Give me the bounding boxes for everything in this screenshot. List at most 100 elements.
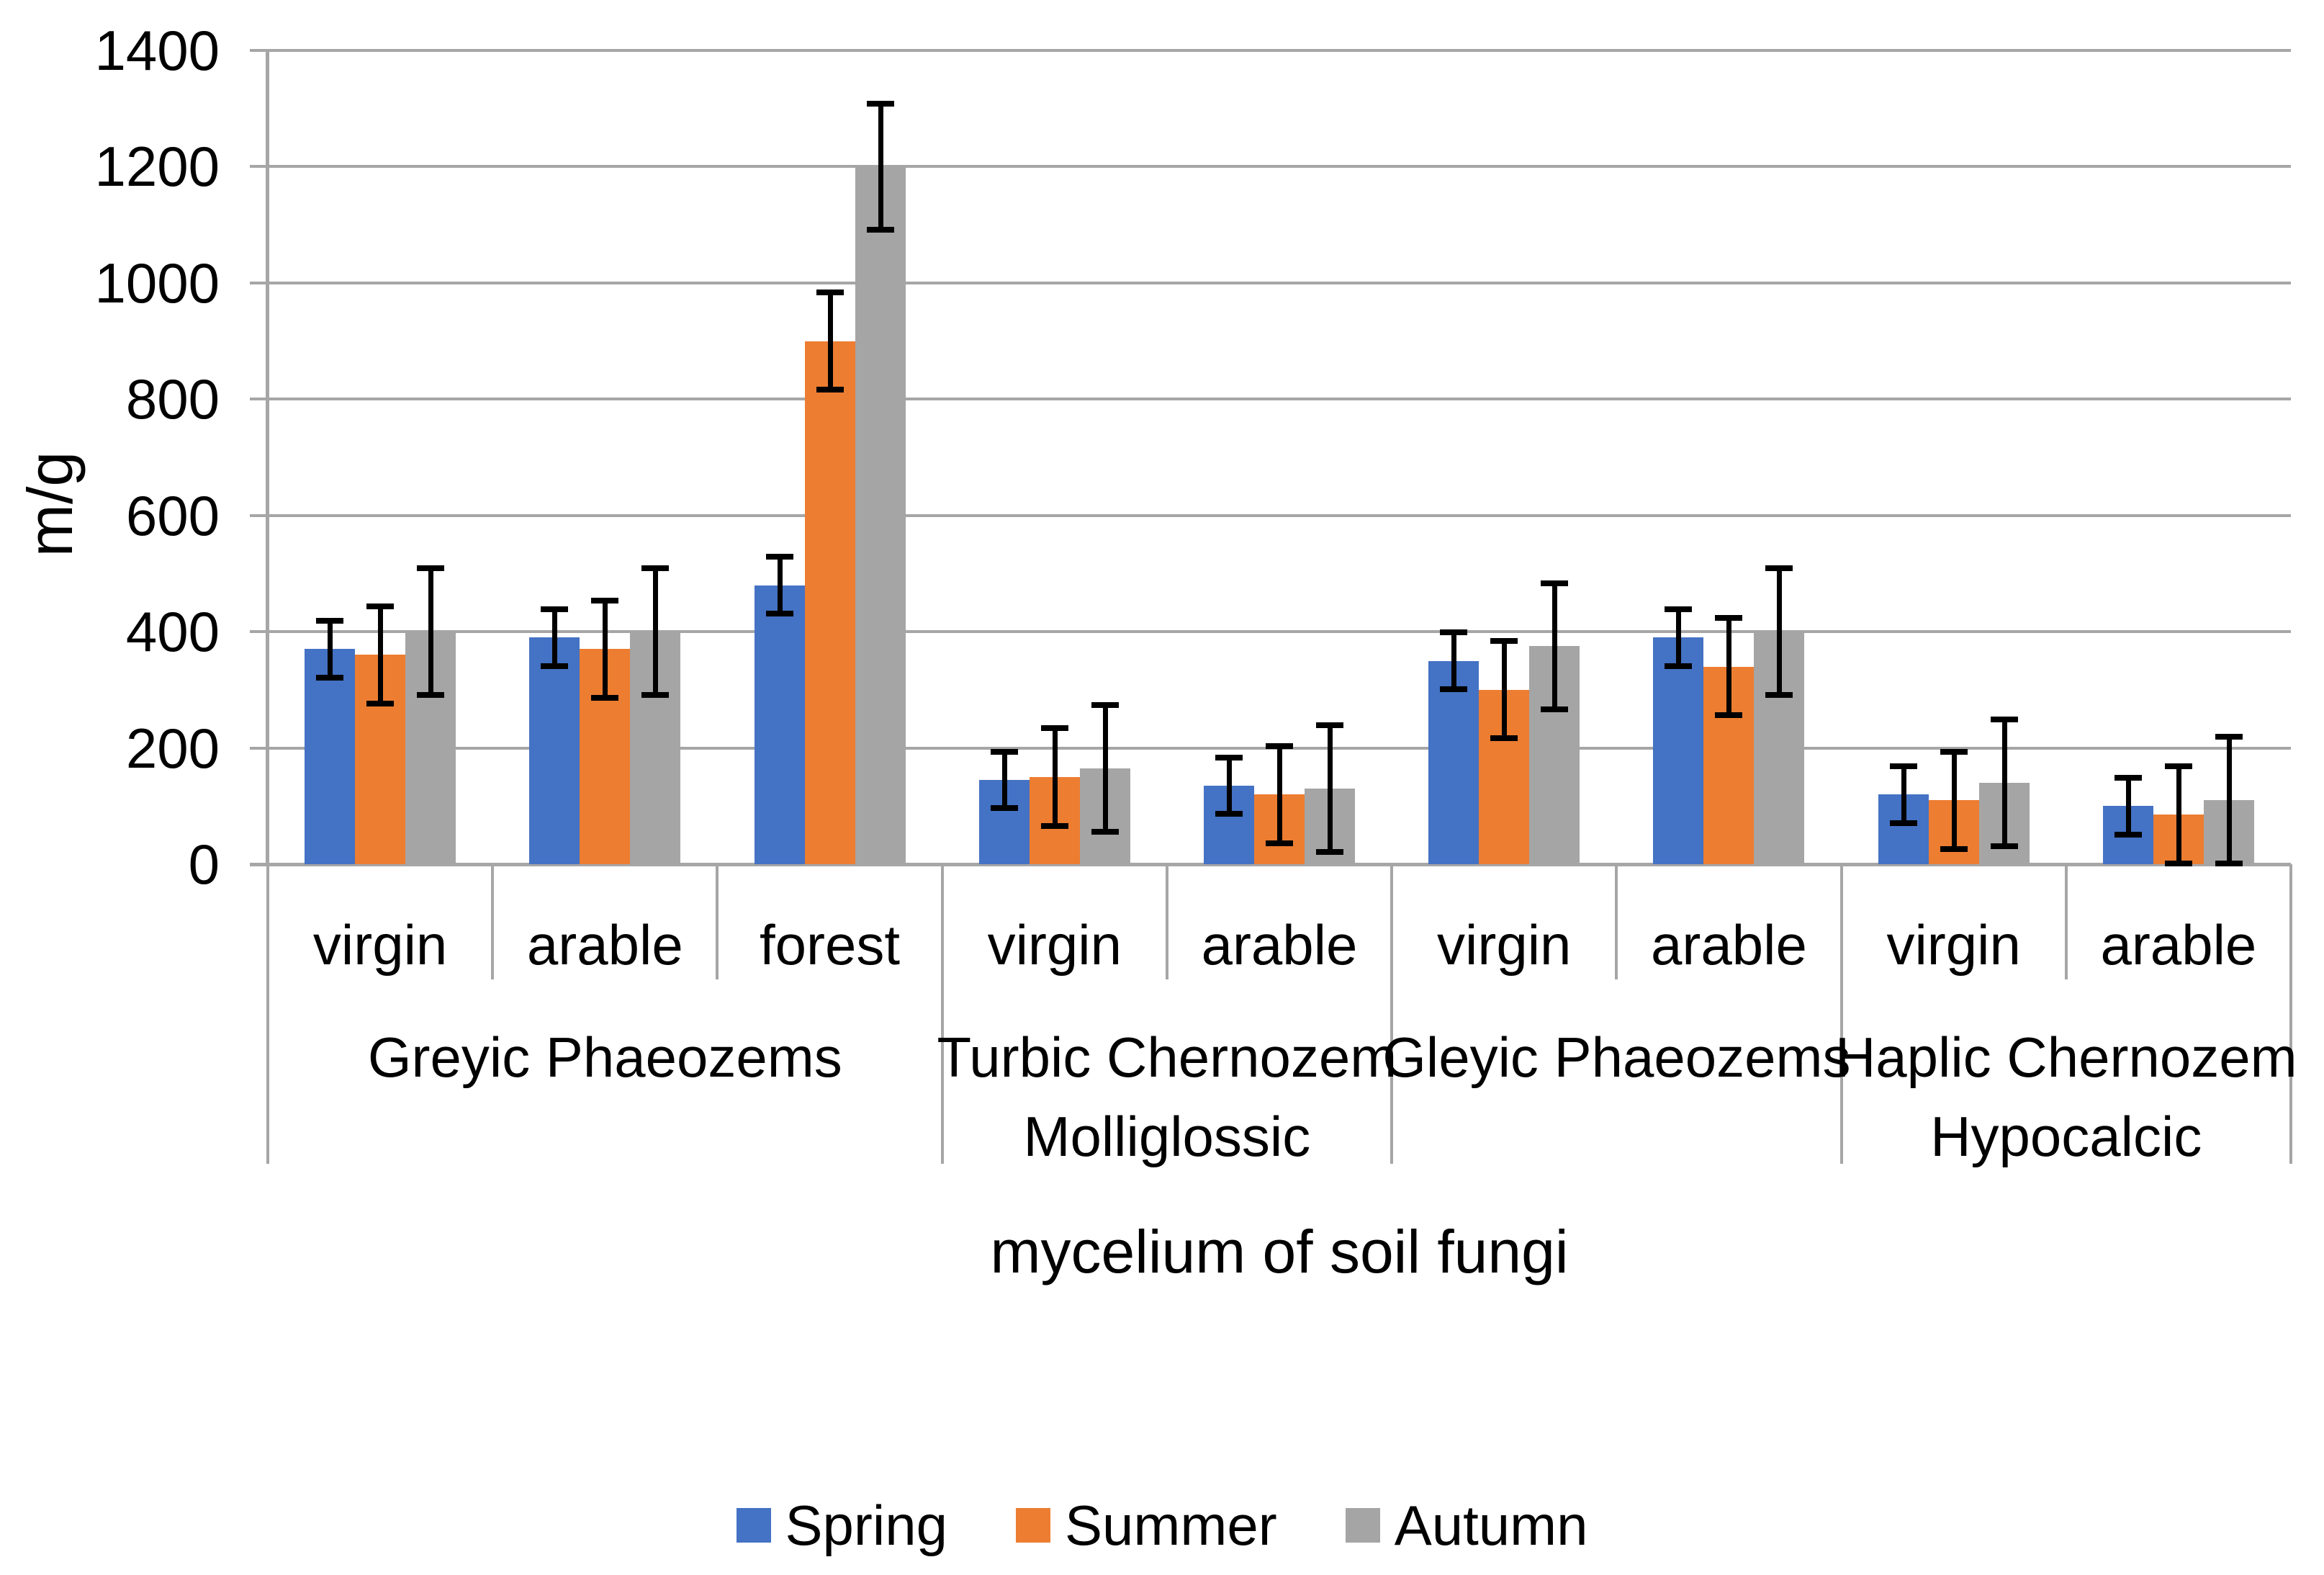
error-bar-cap-top	[1541, 580, 1569, 586]
error-bar-cap-bottom	[366, 701, 395, 707]
error-bar-whisker	[827, 291, 833, 391]
error-bar-cap-top	[866, 100, 894, 107]
error-bar-cap-bottom	[1040, 822, 1068, 829]
category-divider	[1615, 864, 1618, 979]
error-bar-cap-top	[2164, 763, 2192, 769]
error-bar-cap-bottom	[591, 694, 619, 701]
error-bar-whisker	[1277, 745, 1282, 844]
legend-label-summer: Summer	[1064, 1494, 1277, 1557]
error-bar-whisker	[1726, 616, 1732, 717]
y-tick-label: 600	[125, 483, 220, 547]
error-bar-whisker	[378, 605, 384, 705]
bar-spring-arable-1	[529, 637, 580, 864]
error-bar-whisker	[2125, 776, 2131, 835]
error-bar-whisker	[2001, 719, 2007, 847]
error-bar-whisker	[328, 620, 333, 678]
category-label: arable	[1651, 913, 1807, 977]
error-bar-cap-top	[1266, 742, 1293, 749]
error-bar-whisker	[1502, 640, 1508, 740]
y-tick-label: 200	[125, 716, 220, 780]
error-bar-whisker	[1227, 756, 1232, 815]
error-bar-whisker	[1102, 704, 1108, 833]
group-label: Gleyic Phaeozems	[1382, 1026, 1851, 1089]
error-bar-whisker	[2176, 765, 2181, 864]
group-divider	[2289, 864, 2292, 1164]
error-bar-cap-top	[1490, 638, 1518, 645]
error-bar-whisker	[1951, 750, 1957, 850]
legend-item-spring: Spring	[736, 1489, 947, 1561]
error-bar-cap-top	[2114, 774, 2142, 781]
y-axis-title: m/g	[14, 451, 86, 557]
y-tick-label: 1000	[94, 251, 220, 315]
category-divider	[491, 864, 495, 979]
error-bar-cap-top	[990, 748, 1018, 755]
y-tick-label: 400	[125, 600, 220, 664]
error-bar-cap-bottom	[1765, 691, 1793, 698]
y-tick-label: 0	[188, 833, 220, 896]
legend-item-summer: Summer	[1015, 1489, 1277, 1561]
group-divider	[266, 864, 269, 1164]
error-bar-cap-bottom	[1266, 840, 1293, 846]
category-label: forest	[760, 913, 901, 977]
gridline	[250, 165, 2291, 169]
bar-spring-virgin-5	[1428, 660, 1479, 864]
error-bar-cap-bottom	[316, 674, 344, 681]
error-bar-cap-bottom	[1940, 845, 1968, 852]
category-label: arable	[2100, 913, 2257, 977]
error-bar-whisker	[1052, 727, 1058, 827]
error-bar-cap-bottom	[1490, 735, 1518, 742]
category-label: virgin	[312, 913, 448, 977]
gridline	[250, 281, 2291, 284]
error-bar-cap-top	[765, 554, 793, 560]
group-label: Molliglossic	[1023, 1105, 1311, 1168]
legend-swatch-spring	[736, 1508, 771, 1543]
error-bar-whisker	[653, 567, 659, 696]
group-label: Hypocalcic	[1930, 1105, 2202, 1168]
error-bar-whisker	[2226, 736, 2232, 864]
error-bar-cap-bottom	[765, 610, 793, 616]
category-label: virgin	[987, 913, 1122, 977]
error-bar-cap-bottom	[2164, 861, 2192, 866]
legend-label-autumn: Autumn	[1394, 1494, 1588, 1557]
bar-spring-virgin-0	[305, 649, 356, 864]
legend-swatch-autumn	[1345, 1508, 1380, 1543]
error-bar-cap-bottom	[1889, 820, 1917, 826]
legend-item-autumn: Autumn	[1345, 1489, 1588, 1561]
error-bar-whisker	[1328, 724, 1333, 853]
error-bar-cap-bottom	[1316, 848, 1343, 855]
error-bar-cap-bottom	[1715, 712, 1743, 719]
category-divider	[716, 864, 719, 979]
error-bar-whisker	[777, 556, 783, 614]
gridline	[250, 630, 2291, 634]
category-label: virgin	[1886, 913, 2021, 977]
error-bar-cap-top	[541, 606, 569, 612]
x-axis-title: mycelium of soil fungi	[990, 1218, 1569, 1285]
error-bar-cap-top	[1316, 722, 1343, 729]
error-bar-whisker	[1901, 765, 1906, 824]
error-bar-cap-top	[1715, 614, 1743, 621]
bar-summer-forest-2	[804, 341, 855, 864]
error-bar-whisker	[1001, 750, 1007, 809]
error-bar-cap-top	[641, 565, 670, 572]
error-bar-cap-bottom	[1215, 811, 1243, 817]
group-label: Greyic Phaeozems	[367, 1026, 842, 1089]
error-bar-cap-bottom	[417, 691, 445, 698]
group-divider	[1839, 864, 1843, 1164]
error-bar-cap-top	[1215, 754, 1243, 760]
group-label: Turbic Chernozem	[937, 1026, 1397, 1089]
gridline	[250, 398, 2291, 401]
gridline	[250, 513, 2291, 517]
legend-label-spring: Spring	[785, 1494, 947, 1557]
bar-spring-forest-2	[754, 585, 805, 864]
bar-spring-arable-6	[1653, 637, 1704, 864]
error-bar-cap-bottom	[2114, 831, 2142, 838]
error-bar-whisker	[1451, 632, 1457, 690]
error-bar-cap-top	[316, 618, 344, 624]
error-bar-whisker	[1777, 567, 1783, 696]
error-bar-cap-top	[2215, 734, 2243, 740]
group-label: Haplic Chernozem	[1834, 1026, 2297, 1089]
error-bar-cap-top	[1440, 629, 1468, 636]
error-bar-cap-bottom	[816, 387, 844, 393]
error-bar-cap-top	[1665, 606, 1693, 612]
error-bar-whisker	[603, 599, 608, 699]
